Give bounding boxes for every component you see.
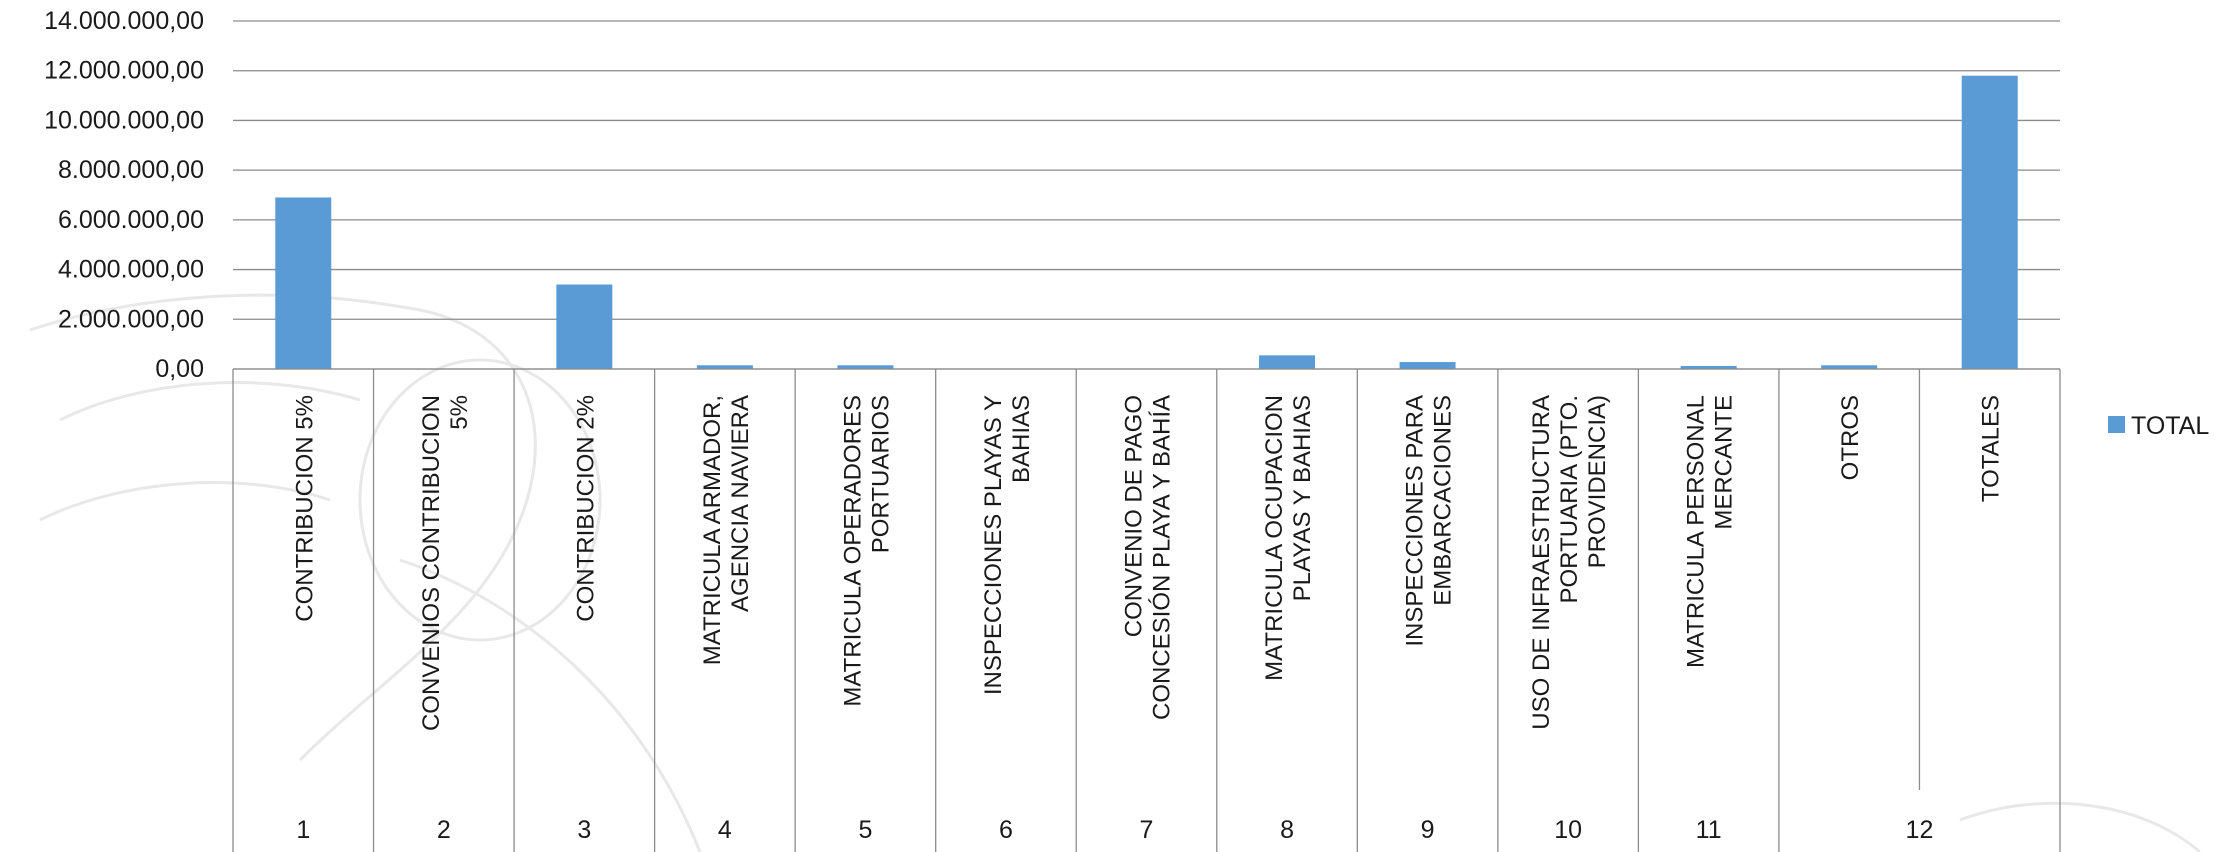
category-label: USO DE INFRAESTRUCTURA PORTUARIA (PTO. PRO… bbox=[1528, 395, 1611, 730]
category-label: MATRICULA ARMADOR, AGENCIA NAVIERA bbox=[699, 395, 754, 665]
y-tick-label: 2.000.000,00 bbox=[58, 305, 204, 333]
category-label-line: MATRICULA PERSONAL bbox=[1683, 395, 1710, 668]
x-axis: CONTRIBUCION 5% CONVENIOS CONTRIBUCION 5% C… bbox=[232, 368, 2061, 852]
category-label: CONVENIOS CONTRIBUCION 5% bbox=[418, 395, 473, 731]
legend-swatch bbox=[2108, 416, 2125, 433]
category-label: MATRICULA OPERADORES PORTUARIOS bbox=[839, 395, 894, 707]
group-number-label: 8 bbox=[1280, 816, 1294, 844]
category-label: MATRICULA OCUPACION PLAYAS Y BAHIAS bbox=[1261, 395, 1316, 681]
category-label-line: INSPECCIONES PLAYAS Y bbox=[980, 395, 1007, 695]
category-label-line: TOTALES bbox=[1978, 395, 2005, 502]
category-label: OTROS bbox=[1837, 395, 1864, 480]
bar bbox=[696, 365, 753, 369]
category-label-line: CONVENIO DE PAGO bbox=[1121, 395, 1148, 637]
category-label-line: CONTRIBUCION 2% bbox=[572, 395, 599, 622]
category-label: CONTRIBUCION 5% bbox=[291, 395, 318, 622]
category-label-line: MATRICULA ARMADOR, bbox=[699, 395, 726, 665]
bar-series-total bbox=[275, 75, 2018, 369]
y-tick-label: 8.000.000,00 bbox=[58, 156, 204, 184]
legend-label: TOTAL bbox=[2131, 412, 2209, 440]
group-number-label: 11 bbox=[1696, 816, 1722, 844]
category-label-line: PORTUARIA (PTO. bbox=[1556, 395, 1583, 604]
category-label: INSPECCIONES PLAYAS Y BAHIAS bbox=[980, 395, 1035, 695]
category-label-line: USO DE INFRAESTRUCTURA bbox=[1528, 395, 1555, 730]
group-number-label: 5 bbox=[858, 816, 872, 844]
category-label-line: CONTRIBUCION 5% bbox=[291, 395, 318, 622]
gridlines bbox=[233, 20, 2060, 370]
category-label-line: INSPECCIONES PARA bbox=[1402, 395, 1429, 647]
y-tick-label: 0,00 bbox=[155, 355, 204, 383]
bar bbox=[1259, 355, 1316, 369]
category-label-line: PORTUARIOS bbox=[867, 395, 894, 553]
category-label-line: MATRICULA OCUPACION bbox=[1261, 395, 1288, 681]
bar bbox=[837, 365, 894, 369]
y-tick-label: 4.000.000,00 bbox=[58, 256, 204, 284]
category-label-line: MERCANTE bbox=[1711, 395, 1738, 530]
group-number-label: 1 bbox=[296, 816, 310, 844]
bar bbox=[1680, 366, 1737, 369]
category-label: CONVENIO DE PAGO CONCESIÓN PLAYA Y BAHÍA bbox=[1121, 395, 1176, 720]
y-tick-label: 6.000.000,00 bbox=[58, 206, 204, 234]
group-number-label: 3 bbox=[577, 816, 591, 844]
category-label-line: CONCESIÓN PLAYA Y BAHÍA bbox=[1149, 395, 1176, 720]
category-label-line: PLAYAS Y BAHIAS bbox=[1289, 395, 1316, 601]
bar bbox=[1821, 365, 1878, 369]
category-label: TOTALES bbox=[1978, 395, 2005, 502]
bar bbox=[275, 197, 332, 369]
bar bbox=[556, 284, 613, 369]
group-number-label: 2 bbox=[437, 816, 451, 844]
bar bbox=[1961, 75, 2018, 369]
category-label-line: EMBARCACIONES bbox=[1430, 395, 1457, 606]
y-tick-label: 12.000.000,00 bbox=[44, 57, 204, 85]
group-number-label: 7 bbox=[1140, 816, 1154, 844]
category-label-line: PROVIDENCIA) bbox=[1584, 395, 1611, 568]
group-number-label: 4 bbox=[718, 816, 732, 844]
bar bbox=[1399, 362, 1456, 369]
y-axis: 0,00 2.000.000,00 4.000.000,00 6.000.000,00… bbox=[44, 7, 204, 383]
category-label: MATRICULA PERSONAL MERCANTE bbox=[1683, 395, 1738, 668]
category-label-line: BAHIAS bbox=[1008, 395, 1035, 483]
category-label-line: AGENCIA NAVIERA bbox=[727, 395, 754, 612]
category-label: INSPECCIONES PARA EMBARCACIONES bbox=[1402, 395, 1457, 647]
y-tick-label: 10.000.000,00 bbox=[44, 106, 204, 134]
group-number-label: 12 bbox=[1906, 816, 1934, 844]
legend: TOTAL bbox=[2108, 412, 2209, 440]
category-label-line: MATRICULA OPERADORES bbox=[839, 395, 866, 707]
group-number-label: 9 bbox=[1421, 816, 1435, 844]
category-label-line: 5% bbox=[446, 395, 473, 430]
category-label-line: OTROS bbox=[1837, 395, 1864, 480]
group-number-label: 10 bbox=[1554, 816, 1582, 844]
category-label: CONTRIBUCION 2% bbox=[572, 395, 599, 622]
y-tick-label: 14.000.000,00 bbox=[44, 7, 204, 35]
group-number-label: 6 bbox=[999, 816, 1013, 844]
category-label-line: CONVENIOS CONTRIBUCION bbox=[418, 395, 445, 731]
